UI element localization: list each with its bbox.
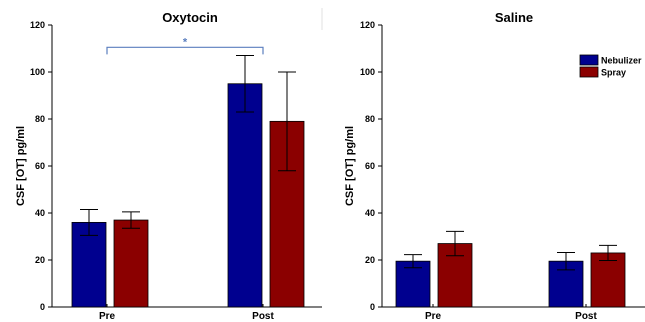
y-tick-label: 40 [35, 208, 45, 218]
chart-marks: 0 20 40 60 80 100 120 Pre Post * [30, 20, 322, 322]
significance-star: * [183, 36, 188, 48]
legend-swatch-nebulizer [579, 54, 599, 66]
bar-spray-pre [113, 219, 149, 308]
x-tick-label: Pre [425, 311, 442, 322]
y-tick-label: 20 [35, 255, 45, 265]
y-tick-label: 120 [360, 20, 375, 30]
bar-nebulizer-post [227, 83, 263, 308]
y-axis-label: CSF [OT] pg/ml [344, 126, 356, 206]
y-tick-label: 100 [30, 67, 45, 77]
y-tick-label: 100 [360, 67, 375, 77]
y-tick-label: 60 [365, 161, 375, 171]
legend-label-spray: Spray [601, 68, 626, 78]
x-tick-label: Post [575, 311, 597, 322]
legend-swatch-spray [579, 66, 599, 78]
chart-title: Saline [495, 10, 533, 25]
y-tick-label: 60 [35, 161, 45, 171]
y-tick-label: 120 [30, 20, 45, 30]
x-tick-label: Post [252, 311, 274, 322]
bar-nebulizer-pre [71, 221, 107, 308]
legend: Nebulizer Spray [579, 54, 642, 78]
y-tick-label: 0 [370, 302, 375, 312]
oxytocin-panel: Oxytocin CSF [OT] pg/ml 0 20 40 60 80 100 120 P… [15, 10, 322, 322]
y-tick-label: 0 [40, 302, 45, 312]
bar-spray-post [590, 252, 626, 308]
chart-title: Oxytocin [162, 10, 218, 25]
legend-label-nebulizer: Nebulizer [601, 56, 642, 66]
y-tick-label: 40 [365, 208, 375, 218]
saline-panel: Saline CSF [OT] pg/ml 0 20 40 60 80 100 120 Pre… [344, 10, 645, 322]
y-tick-label: 80 [35, 114, 45, 124]
y-tick-label: 20 [365, 255, 375, 265]
x-tick-label: Pre [99, 311, 116, 322]
y-tick-label: 80 [365, 114, 375, 124]
chart-marks: 0 20 40 60 80 100 120 Pre Post [360, 20, 645, 322]
significance-bracket [106, 46, 264, 55]
y-axis-label: CSF [OT] pg/ml [15, 126, 27, 206]
